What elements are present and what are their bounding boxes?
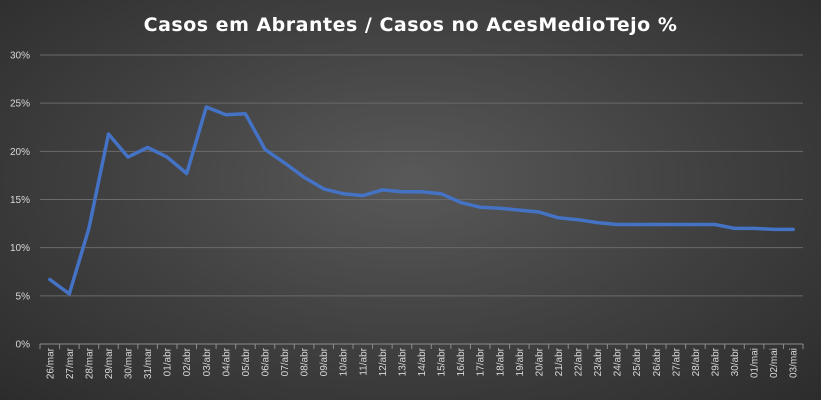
x-tick-label: 25/abr [632,347,643,376]
data-point [557,216,560,219]
data-point [361,194,364,197]
data-point [185,172,188,175]
data-point [479,206,482,209]
data-point [674,223,677,226]
data-point [694,223,697,226]
x-tick-label: 16/abr [456,347,467,376]
x-tick-label: 27/abr [671,347,682,376]
x-tick-label: 23/abr [593,347,604,376]
x-tick-label: 29/abr [710,347,721,376]
x-tick-label: 20/abr [534,347,545,376]
y-axis: 0% 5% 10% 15% 20% 25% 30% [10,51,30,351]
y-tick-label: 10% [10,243,30,254]
series-group [48,105,795,296]
data-point [322,187,325,190]
x-tick-label: 30/mar [124,347,135,379]
x-tick-label: 11/abr [358,347,369,375]
data-point [518,208,521,211]
x-tick-label: 22/abr [574,347,585,376]
data-point [498,207,501,210]
data-point [576,218,579,221]
data-point [655,223,658,226]
y-tick-label: 25% [10,99,30,110]
y-tick-label: 20% [10,147,30,158]
data-point [166,156,169,159]
x-tick-label: 07/abr [280,347,291,376]
x-tick-label: 10/abr [339,347,350,376]
data-point [733,227,736,230]
data-point [263,148,266,151]
data-point [48,278,51,281]
data-point [283,161,286,164]
x-tick-label: 01/abr [163,347,174,376]
data-point [244,112,247,115]
x-tick-label: 18/abr [495,347,506,376]
x-tick-label: 03/abr [202,347,213,376]
x-tick-label: 31/mar [143,347,154,379]
series-line [48,105,795,296]
data-point [616,223,619,226]
y-tick-label: 30% [10,51,30,62]
data-point [146,146,149,149]
x-tick-label: 08/abr [300,347,311,376]
x-tick-label: 01/mai [750,348,761,378]
x-axis: 26/mar 27/mar 28/mar 29/mar 30/mar 31/mar 01/a… [39,344,804,379]
y-tick-label: 15% [10,195,30,206]
data-point [107,132,110,135]
x-tick-label: 30/abr [730,347,741,376]
data-point [772,228,775,231]
x-tick-label: 17/abr [476,347,487,376]
data-point [420,190,423,193]
data-point [635,223,638,226]
data-point [713,223,716,226]
x-tick-label: 03/mai [789,348,800,378]
gridlines [40,54,803,345]
data-point [792,228,795,231]
data-point [303,176,306,179]
x-tick-label: 13/abr [397,347,408,376]
data-point [87,227,90,230]
data-point [342,192,345,195]
x-tick-label: 02/mai [769,348,780,378]
x-tick-label: 28/abr [691,347,702,376]
x-tick-label: 15/abr [437,347,448,376]
data-point [205,105,208,108]
x-tick-label: 06/abr [260,347,271,376]
x-tick-label: 12/abr [378,347,389,376]
x-tick-label: 28/mar [84,347,95,379]
x-tick-label: 29/mar [104,347,115,379]
data-point [596,221,599,224]
x-tick-label: 09/abr [319,347,330,376]
data-point [381,188,384,191]
data-point [537,210,540,213]
x-tick-label: 24/abr [613,347,624,376]
data-point [439,192,442,195]
chart-title: Casos em Abrantes / Casos no AcesMedioTe… [143,14,678,36]
data-point [68,292,71,295]
x-tick-label: 21/abr [554,347,565,376]
data-point [400,190,403,193]
x-tick-label: 26/mar [45,347,56,379]
y-tick-label: 0% [16,340,31,351]
data-point [126,156,129,159]
y-tick-label: 5% [16,291,31,302]
x-tick-label: 19/abr [515,347,526,376]
x-tick-label: 27/mar [65,347,76,379]
x-tick-label: 14/abr [417,347,428,376]
x-tick-label: 05/abr [241,347,252,376]
x-tick-label: 04/abr [221,347,232,376]
data-point [752,227,755,230]
x-tick-label: 26/abr [652,347,663,376]
x-tick-label: 02/abr [182,347,193,376]
data-point [459,201,462,204]
data-point [224,113,227,116]
